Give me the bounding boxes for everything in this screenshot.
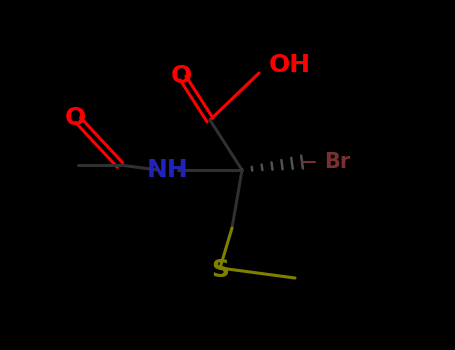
Text: S: S — [211, 258, 229, 282]
Text: O: O — [64, 106, 86, 130]
Text: NH: NH — [147, 158, 189, 182]
Text: O: O — [170, 64, 192, 88]
Text: OH: OH — [269, 53, 311, 77]
Text: Br: Br — [324, 152, 350, 172]
